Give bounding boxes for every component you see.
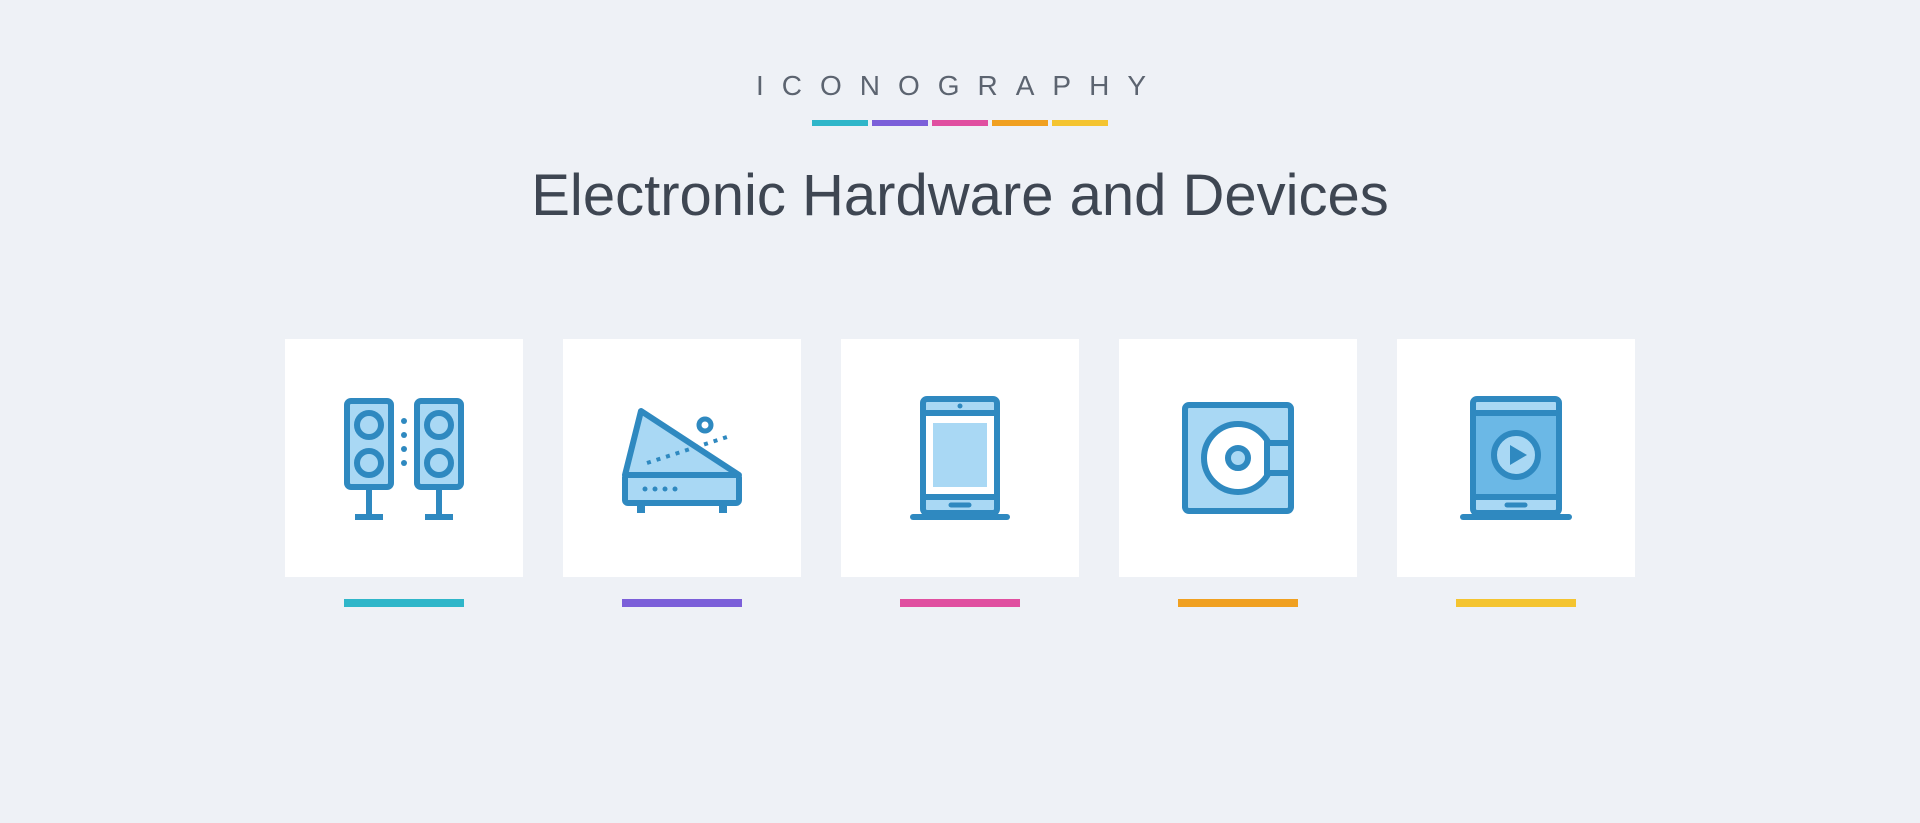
accent-bar xyxy=(932,120,988,126)
icon-box xyxy=(1397,339,1635,577)
icon-card xyxy=(563,339,801,607)
accent-bar xyxy=(812,120,868,126)
disc-drive-icon xyxy=(1163,383,1313,533)
accent-bar xyxy=(992,120,1048,126)
icon-underline xyxy=(1456,599,1576,607)
icon-box xyxy=(563,339,801,577)
icon-card xyxy=(285,339,523,607)
brand-underline xyxy=(531,120,1388,126)
icon-box xyxy=(285,339,523,577)
icon-card xyxy=(841,339,1079,607)
icon-underline xyxy=(344,599,464,607)
tablet-icon xyxy=(885,383,1035,533)
icon-underline xyxy=(1178,599,1298,607)
icon-card xyxy=(1397,339,1635,607)
icon-box xyxy=(841,339,1079,577)
accent-bar xyxy=(872,120,928,126)
icon-underline xyxy=(622,599,742,607)
scanner-icon xyxy=(607,383,757,533)
brand-label: ICONOGRAPHY xyxy=(531,70,1388,102)
icon-card xyxy=(1119,339,1357,607)
icons-row xyxy=(285,339,1635,607)
page-title: Electronic Hardware and Devices xyxy=(531,162,1388,229)
speakers-icon xyxy=(329,383,479,533)
icon-box xyxy=(1119,339,1357,577)
media-tablet-icon xyxy=(1441,383,1591,533)
accent-bar xyxy=(1052,120,1108,126)
icon-underline xyxy=(900,599,1020,607)
header: ICONOGRAPHY Electronic Hardware and Devi… xyxy=(531,70,1388,229)
